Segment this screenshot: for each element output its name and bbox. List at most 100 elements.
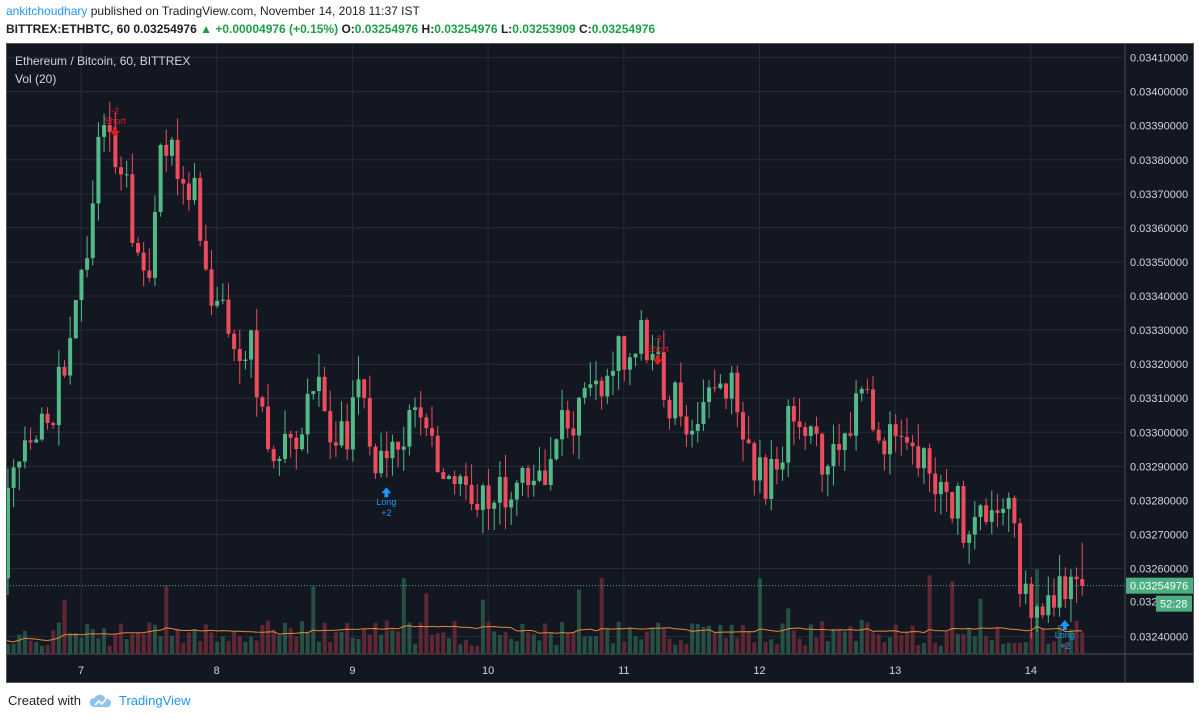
candle-body [430, 428, 435, 436]
candle [1080, 542, 1085, 596]
volume-bar [396, 631, 401, 654]
candle [865, 378, 870, 394]
volume-bar [571, 632, 576, 654]
y-tick-label: 0.03320000 [1130, 359, 1188, 371]
candle [446, 474, 451, 480]
candle [283, 410, 288, 464]
volume-bar [938, 645, 943, 654]
candle [769, 440, 774, 511]
candle-body [1018, 523, 1023, 594]
candle-body [424, 417, 429, 429]
volume-bar [627, 628, 632, 654]
open-label: O: [341, 22, 355, 36]
candle-body [1046, 595, 1051, 616]
volume-bars [7, 569, 1085, 654]
volume-bar [486, 621, 491, 654]
volume-bar [119, 623, 124, 654]
candle [950, 491, 955, 524]
author-link[interactable]: ankitchoudhary [6, 4, 88, 18]
candle-body [933, 473, 938, 495]
candle-body [605, 375, 610, 397]
volume-bar [322, 622, 327, 654]
high-label: H: [421, 22, 435, 36]
tradingview-brand[interactable]: TradingView [89, 693, 191, 708]
volume-bar [249, 636, 254, 654]
candle [729, 365, 734, 415]
volume-bar [384, 620, 389, 654]
candlestick-chart[interactable]: -2ShortLong+2-2ShortLong+20.034100000.03… [7, 44, 1194, 683]
candle [141, 241, 146, 287]
volume-bar [1051, 641, 1056, 654]
candle-body [288, 433, 293, 438]
candle-body [181, 179, 186, 184]
candle [158, 143, 163, 217]
candle [837, 423, 842, 466]
candle-body [882, 440, 887, 455]
candle [497, 461, 502, 525]
candle-body [577, 397, 582, 436]
chart-panel[interactable]: -2 Short Long +2 -2 Short Long +2 0.03410000 0.03… [6, 43, 1194, 683]
volume-bar [158, 636, 163, 654]
candle-body [39, 413, 44, 440]
volume-bar [650, 627, 655, 654]
volume-bar [859, 620, 864, 654]
x-tick-label: 8 [214, 665, 220, 677]
candle [554, 438, 559, 461]
candle [893, 414, 898, 453]
candle-body [260, 397, 265, 407]
candle-body [690, 430, 695, 435]
volume-bar [639, 639, 644, 654]
candle [1018, 518, 1023, 607]
candle-body [271, 449, 276, 462]
candle [1057, 555, 1062, 617]
volume-bar [950, 581, 955, 654]
candle-body [757, 457, 762, 481]
volume-bar [729, 624, 734, 654]
candle-body [859, 388, 864, 394]
candle-body [633, 353, 638, 358]
candle-body [978, 505, 983, 518]
candle-body [367, 397, 372, 447]
volume-bar [967, 628, 972, 654]
candle [299, 427, 304, 452]
volume-bar [463, 639, 468, 654]
volume-bar [712, 632, 717, 654]
volume-bar [198, 641, 203, 654]
candle-body [593, 380, 598, 385]
volume-bar [972, 636, 977, 654]
volume-bar [831, 628, 836, 654]
candle [757, 439, 762, 493]
candle [825, 464, 830, 497]
volume-bar [921, 643, 926, 654]
volume-bar [548, 632, 553, 654]
volume-bar [288, 628, 293, 654]
volume-bar [418, 622, 423, 654]
y-tick-label: 0.03310000 [1130, 393, 1188, 405]
volume-bar [560, 622, 565, 654]
candle-body [435, 435, 440, 473]
volume-bar [865, 622, 870, 654]
volume-bar [446, 638, 451, 654]
candle [407, 404, 412, 456]
volume-bar [1018, 642, 1023, 654]
candle-body [418, 407, 423, 418]
candle [695, 401, 700, 443]
candle-body [1063, 576, 1068, 600]
candle-body [950, 491, 955, 519]
volume-bar [68, 632, 73, 654]
candle-body [854, 393, 859, 436]
candle [667, 395, 672, 430]
candle-body [763, 457, 768, 499]
candle [820, 432, 825, 492]
volume-bar [232, 631, 237, 654]
candle-body [520, 468, 525, 483]
candle-body [746, 439, 751, 444]
volume-bar [1001, 643, 1006, 654]
volume-bar [707, 625, 712, 654]
candle-body [695, 424, 700, 431]
volume-label: Vol (20) [15, 72, 57, 86]
candle-body [808, 426, 813, 436]
volume-bar [893, 624, 898, 654]
candle [509, 491, 514, 525]
candle [848, 412, 853, 438]
